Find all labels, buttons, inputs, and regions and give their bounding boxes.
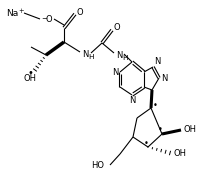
Text: +: + bbox=[18, 8, 23, 14]
Text: H: H bbox=[121, 55, 127, 61]
Text: N: N bbox=[153, 57, 160, 66]
Text: OH: OH bbox=[173, 149, 186, 159]
Text: •: • bbox=[27, 68, 33, 78]
Text: •: • bbox=[143, 139, 148, 147]
Text: •: • bbox=[157, 125, 162, 134]
Text: OH: OH bbox=[183, 125, 196, 134]
Text: HO: HO bbox=[91, 161, 103, 169]
Text: N: N bbox=[128, 96, 135, 105]
Text: N: N bbox=[82, 50, 88, 58]
Text: O: O bbox=[77, 8, 83, 16]
Text: O: O bbox=[46, 14, 52, 23]
Text: N: N bbox=[115, 51, 122, 60]
Text: OH: OH bbox=[23, 73, 36, 83]
Text: −: − bbox=[41, 16, 47, 21]
Text: N: N bbox=[160, 73, 167, 83]
Text: N: N bbox=[112, 68, 118, 77]
Text: H: H bbox=[88, 54, 93, 60]
Text: Na: Na bbox=[6, 9, 18, 18]
Text: •: • bbox=[152, 100, 157, 110]
Text: O: O bbox=[113, 23, 120, 31]
